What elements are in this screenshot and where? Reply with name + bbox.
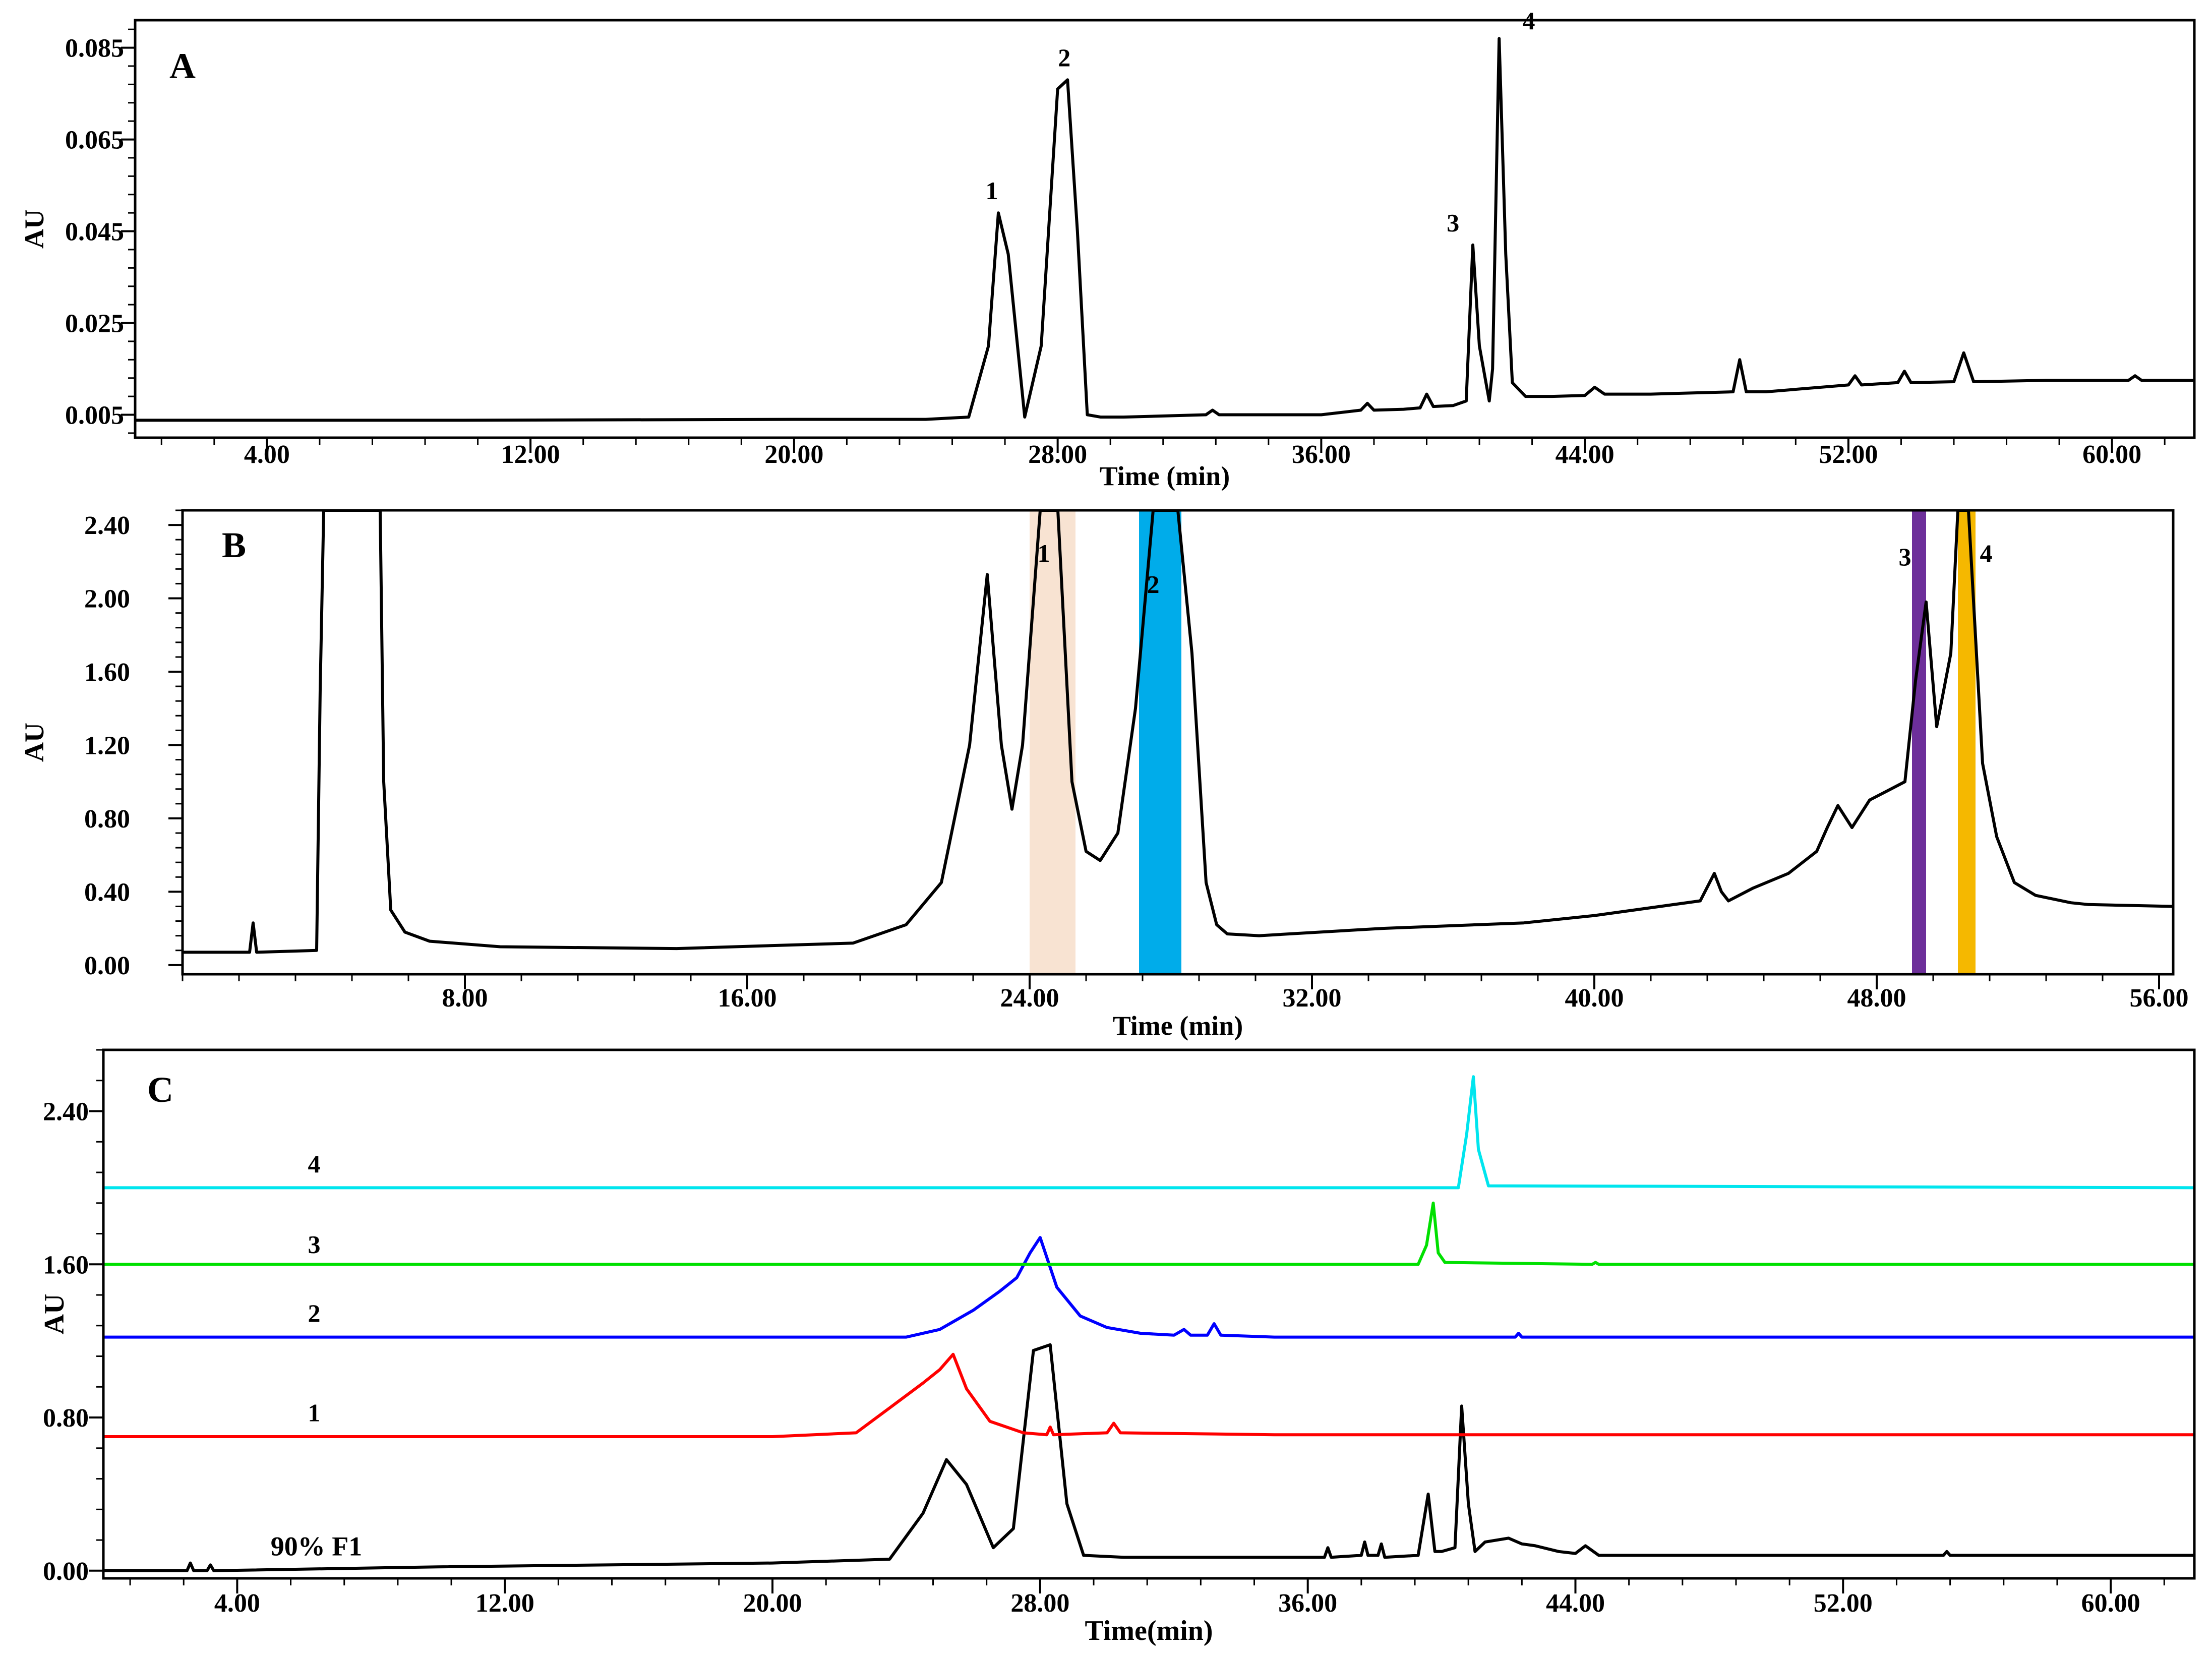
panel-b-x-tick-label: 24.00 (1000, 984, 1059, 1013)
panel-b-peak-label-2: 2 (1147, 570, 1160, 599)
panel-c-y-tick-label: 0.00 (43, 1557, 89, 1586)
panel-c-trace-4 (103, 1075, 2194, 1190)
panel-c-x-tick-label: 60.00 (2081, 1589, 2140, 1618)
panel-b-x-axis-label: Time (min) (1113, 1011, 1243, 1041)
panel-c-trace-label-90-f1: 90% F1 (271, 1531, 363, 1561)
panel-c-x-tick-label: 28.00 (1010, 1589, 1069, 1618)
panel-a-y-axis-label: AU (19, 209, 49, 249)
panel-c-x-tick-label: 36.00 (1278, 1589, 1337, 1618)
panel-a-peak-label-4: 4 (1523, 7, 1535, 35)
panel-b-peak-label-1: 1 (1038, 539, 1050, 567)
panel-b-y-tick-label: 0.80 (84, 805, 130, 834)
panel-c-x-tick-label: 44.00 (1546, 1589, 1605, 1618)
panel-c-panel-letter: C (147, 1070, 173, 1110)
panel-b-highlight-band-2 (1139, 510, 1181, 974)
panel-a-plot-frame (134, 19, 2196, 439)
panel-a-trace-1 (135, 37, 2194, 422)
panel-b-x-tick-label: 56.00 (2130, 984, 2189, 1013)
panel-a-peak-label-2: 2 (1058, 43, 1070, 72)
panel-c-y-tick-label: 2.40 (43, 1098, 89, 1127)
panel-a-x-tick-label: 44.00 (1556, 440, 1615, 469)
panel-b-y-tick-label: 2.40 (84, 511, 130, 540)
panel-b-chart: 8.00 16.00 24.00 32.00 40.00 48.00 56.000.000.… (19, 509, 2189, 1041)
panel-b-x-tick-label: 8.00 (442, 984, 488, 1013)
panel-c-trace-label-4: 4 (308, 1150, 321, 1178)
panel-c-x-tick-label: 20.00 (743, 1589, 802, 1618)
panel-c-chart: 4.00 12.00 20.00 28.00 36.00 44.00 52.00 60.000… (39, 1048, 2196, 1646)
panel-b-trace-1 (183, 510, 2173, 954)
panel-b-highlight-band-1 (1030, 510, 1075, 974)
panel-c-x-tick-label: 12.00 (475, 1589, 534, 1618)
panel-a-chart: 4.00 12.00 20.00 28.00 36.00 44.00 52.00 60.00 0… (19, 7, 2196, 491)
panel-a-panel-letter: A (169, 46, 196, 86)
panel-b-y-tick-label: 0.00 (84, 952, 130, 980)
panel-c-trace-label-3: 3 (308, 1230, 321, 1258)
panel-b-x-tick-label: 40.00 (1565, 984, 1624, 1013)
panel-c-trace-90-f1 (103, 1343, 2194, 1572)
panel-a-peak-label-3: 3 (1447, 209, 1459, 237)
panel-b-x-tick-label: 48.00 (1847, 984, 1906, 1013)
panel-a-x-axis-label: Time (min) (1100, 461, 1230, 491)
panel-b-x-tick-label: 16.00 (718, 984, 777, 1013)
panel-c-trace-label-1: 1 (308, 1399, 321, 1427)
panel-b-plot-frame (181, 509, 2175, 976)
panel-b-peak-label-4: 4 (1980, 539, 1993, 567)
panel-c-y-axis-label: AU (39, 1294, 70, 1335)
panel-a-y-tick-label: 0.065 (65, 126, 124, 155)
panel-b-y-tick-label: 0.40 (84, 878, 130, 907)
panel-a-x-tick-label: 4.00 (244, 440, 290, 469)
panel-c-trace-label-2: 2 (308, 1299, 321, 1327)
panel-b-x-tick-label: 32.00 (1283, 984, 1342, 1013)
panel-b-y-tick-label: 1.20 (84, 731, 130, 760)
panel-c-x-tick-label: 4.00 (214, 1589, 260, 1618)
panel-c-y-tick-label: 1.60 (43, 1251, 89, 1279)
panel-c-x-tick-label: 52.00 (1814, 1589, 1873, 1618)
panel-a-y-tick-label: 0.025 (65, 310, 124, 338)
panel-c-x-axis-label: Time(min) (1085, 1615, 1213, 1646)
panel-a-y-tick-label: 0.045 (65, 218, 124, 247)
panel-b-panel-letter: B (222, 525, 246, 565)
panel-a-x-tick-label: 52.00 (1819, 440, 1878, 469)
panel-b-y-tick-label: 2.00 (84, 585, 130, 614)
panel-c-plot-frame (102, 1048, 2196, 1580)
panel-a-y-tick-label: 0.005 (65, 401, 124, 430)
panel-a-x-tick-label: 60.00 (2082, 440, 2141, 469)
panel-b-y-tick-label: 1.60 (84, 658, 130, 687)
panel-a-peak-label-1: 1 (985, 176, 998, 205)
panel-c-trace-3 (103, 1201, 2194, 1266)
panel-a-x-tick-label: 12.00 (501, 440, 560, 469)
panel-c-trace-2 (103, 1236, 2194, 1339)
panel-c-y-tick-label: 0.80 (43, 1404, 89, 1433)
panel-a-x-tick-label: 36.00 (1292, 440, 1351, 469)
panel-c-trace-1 (103, 1352, 2194, 1438)
panel-b-y-axis-label: AU (19, 723, 49, 762)
panel-a-x-tick-label: 28.00 (1028, 440, 1087, 469)
panel-a-y-tick-label: 0.085 (65, 34, 124, 63)
panel-b-highlight-band-3 (1912, 510, 1926, 974)
panel-b-peak-label-3: 3 (1899, 543, 1911, 571)
panel-a-x-tick-label: 20.00 (764, 440, 823, 469)
